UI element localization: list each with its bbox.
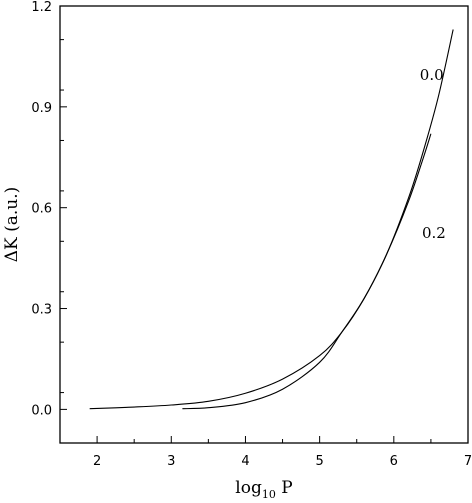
x-tick-label: 2 bbox=[93, 454, 101, 469]
axis-ticks bbox=[59, 5, 469, 444]
series-annotation: 0.2 bbox=[422, 224, 446, 242]
y-tick-label: 0.9 bbox=[31, 101, 52, 116]
y-tick-label: 0.0 bbox=[31, 403, 52, 418]
series-lines bbox=[89, 29, 454, 410]
y-tick-label: 1.2 bbox=[31, 0, 52, 15]
series-annotation: 0.0 bbox=[420, 66, 444, 84]
x-axis-title: log10 P bbox=[235, 478, 292, 501]
y-tick-label: 0.3 bbox=[31, 303, 52, 318]
series-line-0 bbox=[89, 29, 454, 410]
tick-labels: 2 3 4 5 6 7 0.0 0.3 0.6 0.9 1.2 bbox=[31, 0, 472, 469]
y-tick-label: 0.6 bbox=[31, 202, 52, 217]
series-annotations: 0.0 0.2 bbox=[420, 66, 446, 242]
x-axis-title-tail: P bbox=[276, 478, 293, 498]
x-tick-label: 5 bbox=[315, 454, 323, 469]
x-tick-label: 3 bbox=[167, 454, 175, 469]
x-axis-title-subscript: 10 bbox=[262, 488, 276, 501]
x-tick-label: 4 bbox=[241, 454, 249, 469]
x-tick-label: 6 bbox=[390, 454, 398, 469]
x-tick-label: 7 bbox=[464, 454, 472, 469]
plot-frame bbox=[59, 5, 469, 444]
x-axis-title-main: log bbox=[235, 478, 262, 498]
y-axis-title: ΔK (a.u.) bbox=[2, 187, 22, 263]
series-line-1 bbox=[182, 133, 432, 410]
